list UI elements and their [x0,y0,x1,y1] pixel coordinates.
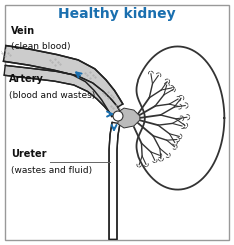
Polygon shape [136,47,224,190]
Text: Healthy kidney: Healthy kidney [58,7,176,21]
Text: Vein: Vein [11,25,35,36]
Text: Artery: Artery [9,74,44,84]
Text: (wastes and fluid): (wastes and fluid) [11,166,92,175]
Polygon shape [118,108,140,128]
Polygon shape [4,65,120,117]
Polygon shape [4,46,123,112]
Circle shape [113,111,123,121]
Text: (clean blood): (clean blood) [11,42,70,51]
Text: Ureter: Ureter [11,149,46,159]
Polygon shape [109,122,120,239]
Text: (blood and wastes): (blood and wastes) [9,91,95,100]
